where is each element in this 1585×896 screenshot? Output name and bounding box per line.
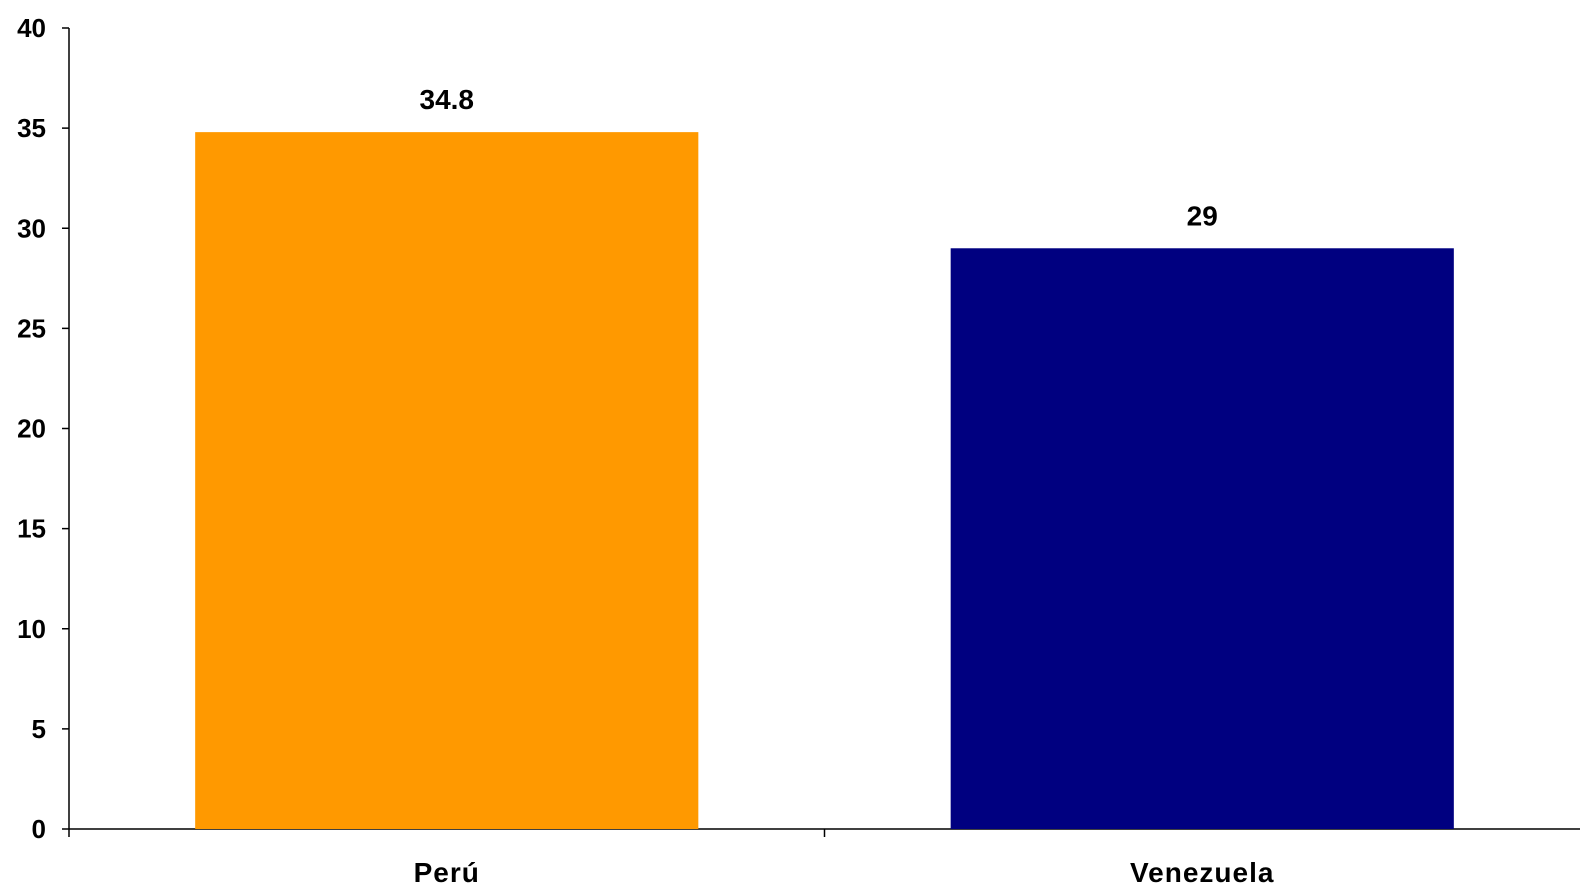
y-axis-ticks: 0 5 10 15 20 25 30 35 40 [17,13,69,844]
y-tick-label: 10 [17,614,46,644]
bar-per- [195,132,699,829]
y-tick-label: 20 [17,414,46,444]
y-tick-label: 0 [32,814,46,844]
y-tick-label: 5 [32,714,46,744]
y-tick-label: 40 [17,13,46,43]
bar-venezuela [950,248,1454,829]
data-label: 34.8 [420,84,475,115]
y-tick-label: 15 [17,514,46,544]
y-tick-label: 35 [17,113,46,143]
y-tick-label: 25 [17,313,46,343]
plot-area: 0 5 10 15 20 25 30 35 40 Perú Venezuela 34.8 29 [17,13,1580,888]
data-label: 29 [1187,200,1218,231]
x-category-label: Perú [414,857,480,888]
x-axis-ticks: Perú Venezuela [68,829,1274,888]
y-tick-label: 30 [17,213,46,243]
data-labels: 34.8 29 [420,84,1218,231]
bars [195,132,1454,829]
x-category-label: Venezuela [1130,857,1274,888]
